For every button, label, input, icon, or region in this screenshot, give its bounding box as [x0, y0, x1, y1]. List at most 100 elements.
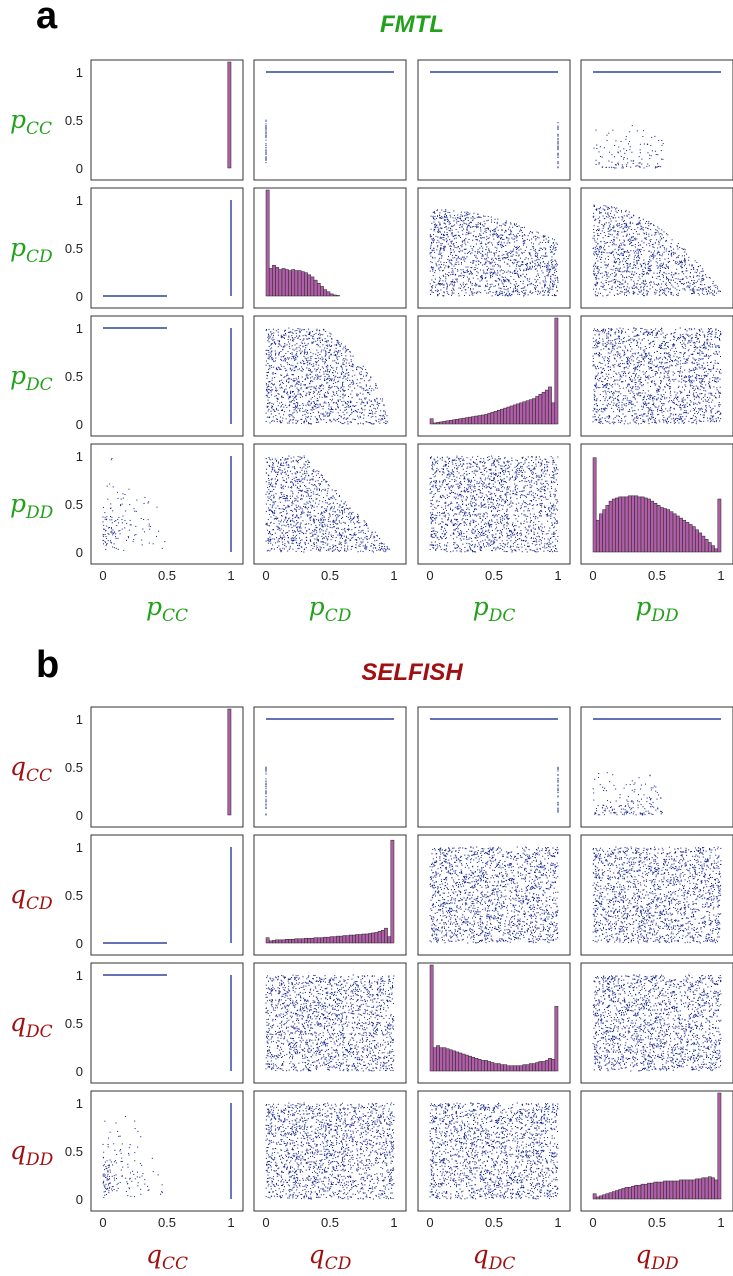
- scatter-point: [510, 231, 512, 233]
- scatter-point: [523, 293, 525, 295]
- scatter-point: [595, 285, 597, 287]
- scatter-point: [656, 388, 658, 390]
- scatter-point: [319, 376, 321, 378]
- scatter-point: [613, 226, 615, 228]
- scatter-point: [651, 404, 653, 406]
- scatter-point: [605, 345, 607, 347]
- scatter-point: [294, 396, 296, 398]
- scatter-point: [348, 401, 350, 403]
- scatter-point: [374, 400, 376, 402]
- scatter-point: [345, 408, 347, 410]
- scatter-point: [349, 364, 351, 366]
- scatter-point: [701, 365, 703, 367]
- scatter-point: [365, 372, 367, 374]
- scatter-point: [525, 269, 527, 271]
- scatter-point: [642, 271, 644, 273]
- scatter-point: [674, 281, 676, 283]
- scatter-point: [444, 216, 446, 218]
- scatter-point: [639, 355, 641, 357]
- scatter-point: [332, 367, 334, 369]
- scatter-point: [627, 270, 629, 272]
- scatter-point: [328, 384, 330, 386]
- scatter-point: [382, 419, 384, 421]
- scatter-point: [430, 246, 432, 248]
- scatter-point: [356, 369, 358, 371]
- scatter-point: [648, 225, 650, 227]
- scatter-point: [543, 239, 545, 241]
- scatter-point: [593, 204, 595, 206]
- scatter-point: [502, 234, 504, 236]
- scatter-point: [553, 253, 555, 255]
- scatter-point: [604, 235, 606, 237]
- scatter-point: [680, 283, 682, 285]
- scatter-point: [267, 386, 269, 388]
- scatter-point: [654, 242, 656, 244]
- scatter-point: [327, 345, 329, 347]
- scatter-point: [627, 290, 629, 292]
- scatter-point: [509, 271, 511, 273]
- scatter-point: [703, 374, 705, 376]
- scatter-point: [655, 231, 657, 233]
- scatter-point: [464, 239, 466, 241]
- scatter-point: [638, 346, 640, 348]
- scatter-point: [357, 385, 359, 387]
- scatter-point: [368, 409, 370, 411]
- scatter-point: [524, 240, 526, 242]
- scatter-point: [525, 273, 527, 275]
- scatter-point: [309, 356, 311, 358]
- scatter-point: [531, 260, 533, 262]
- scatter-point: [632, 353, 634, 355]
- scatter-point: [280, 356, 282, 358]
- scatter-point: [492, 275, 494, 277]
- scatter-point: [287, 357, 289, 359]
- scatter-point: [455, 234, 457, 236]
- scatter-point: [292, 385, 294, 387]
- scatter-point: [319, 330, 321, 332]
- scatter-point: [283, 345, 285, 347]
- scatter-point: [461, 246, 463, 248]
- scatter-point: [548, 261, 550, 263]
- scatter-point: [313, 365, 315, 367]
- scatter-point: [661, 234, 663, 236]
- scatter-point: [472, 288, 474, 290]
- scatter-point: [665, 264, 667, 266]
- scatter-point: [291, 414, 293, 416]
- scatter-point: [289, 404, 291, 406]
- scatter-point: [701, 351, 703, 353]
- scatter-point: [653, 255, 655, 257]
- scatter-point: [484, 277, 486, 279]
- scatter-point: [297, 389, 299, 391]
- scatter-point: [595, 283, 597, 285]
- scatter-point: [658, 346, 660, 348]
- scatter-point: [379, 402, 381, 404]
- scatter-point: [665, 240, 667, 242]
- scatter-point: [683, 404, 685, 406]
- scatter-point: [617, 234, 619, 236]
- scatter-point: [439, 270, 441, 272]
- scatter-point: [630, 229, 632, 231]
- histogram-bar: [525, 400, 530, 425]
- scatter-point: [265, 151, 267, 153]
- scatter-point: [551, 262, 553, 264]
- scatter-point: [325, 350, 327, 352]
- scatter-point: [383, 405, 385, 407]
- scatter-point: [658, 242, 660, 244]
- scatter-point: [481, 279, 483, 281]
- scatter-point: [379, 422, 381, 424]
- scatter-point: [478, 285, 480, 287]
- scatter-point: [486, 228, 488, 230]
- scatter-point: [684, 261, 686, 263]
- scatter-point: [677, 248, 679, 250]
- histogram-bar: [323, 289, 328, 297]
- scatter-point: [439, 222, 441, 224]
- scatter-point: [660, 290, 662, 292]
- scatter-point: [344, 422, 346, 424]
- scatter-point: [319, 386, 321, 388]
- scatter-point: [516, 226, 518, 228]
- scatter-point: [493, 252, 495, 254]
- scatter-point: [607, 265, 609, 267]
- scatter-point: [518, 276, 520, 278]
- scatter-point: [445, 238, 447, 240]
- scatter-point: [662, 262, 664, 264]
- scatter-point: [551, 266, 553, 268]
